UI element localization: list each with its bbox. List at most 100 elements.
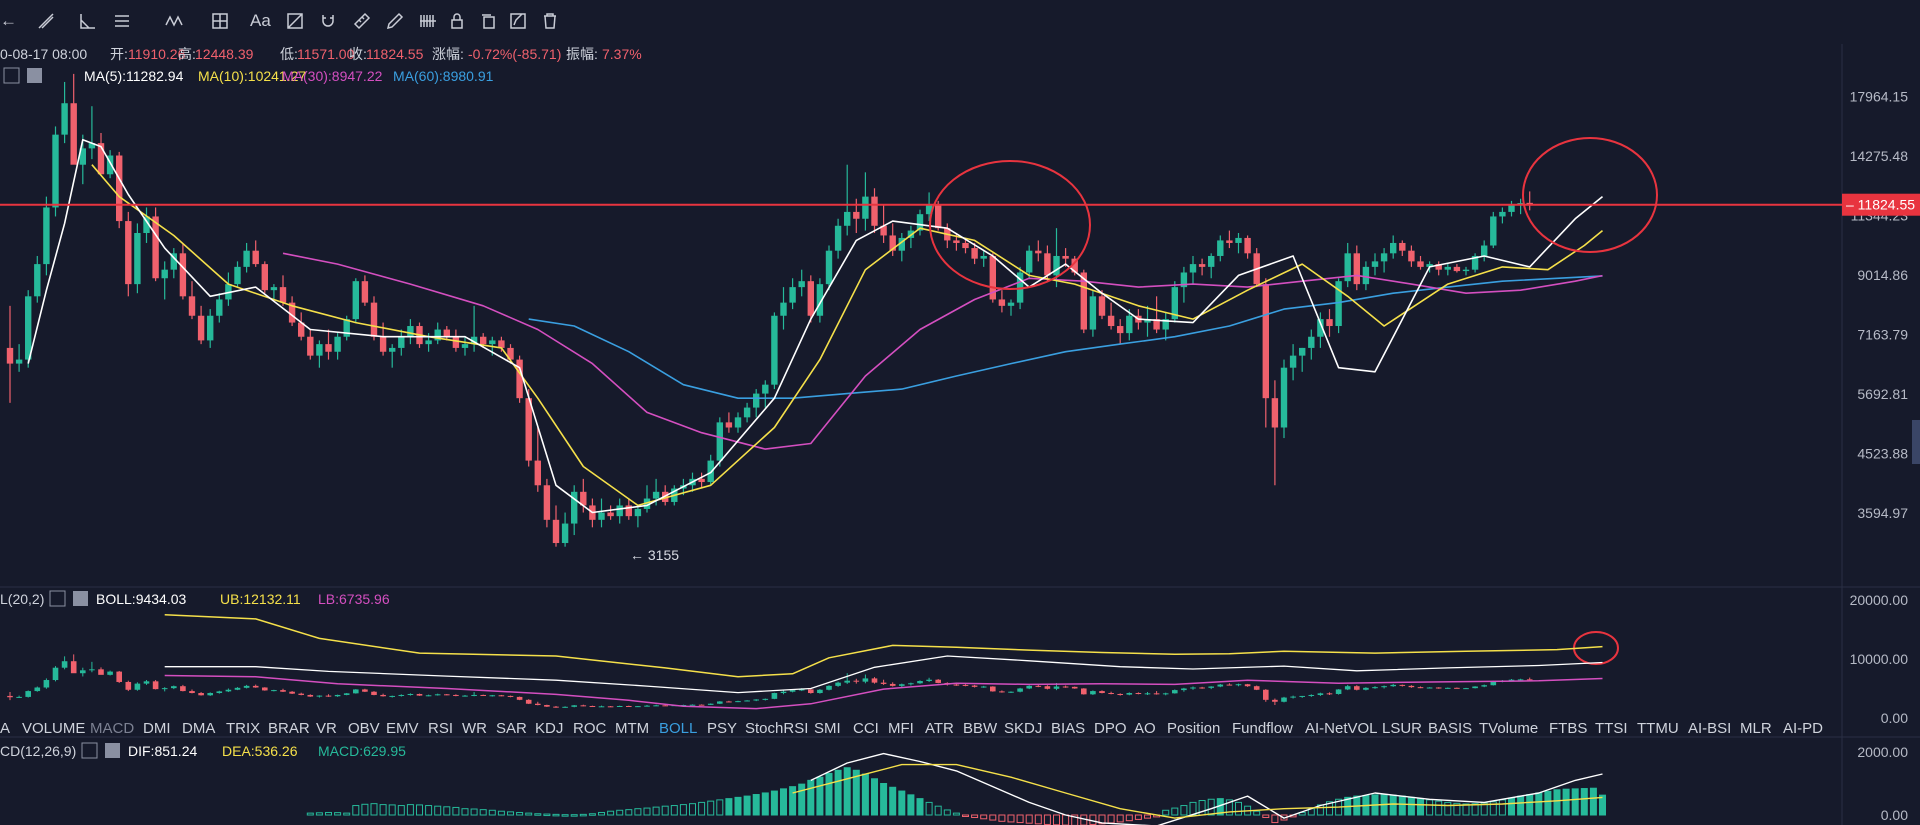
indicator-tab-vr[interactable]: VR — [316, 720, 337, 737]
indicator-tab-ai-netvol[interactable]: AI-NetVOL — [1305, 720, 1378, 737]
boll-candle-body — [1062, 686, 1069, 688]
edit-icon[interactable] — [508, 10, 528, 32]
indicator-tab-ftbs[interactable]: FTBS — [1549, 720, 1587, 737]
price-axis-label: 17964.15 — [1850, 88, 1909, 104]
macd-histogram-bar — [507, 811, 514, 816]
candle-body — [6, 347, 14, 364]
indicator-tab-ttmu[interactable]: TTMU — [1637, 720, 1679, 737]
candle-body — [461, 344, 469, 348]
candle-body — [580, 491, 587, 506]
indicator-tab-sar[interactable]: SAR — [496, 720, 527, 737]
indicator-tab-wr[interactable]: WR — [462, 720, 487, 737]
indicator-tab-trix[interactable]: TRIX — [226, 720, 260, 737]
candle-body — [225, 284, 232, 300]
text-tool-icon[interactable]: Aa — [250, 11, 271, 30]
candle-body — [1435, 264, 1442, 270]
indicator-tab-bias[interactable]: BIAS — [1051, 720, 1085, 737]
boll-candle-body — [999, 691, 1005, 693]
price-axis-label: 9014.86 — [1857, 267, 1908, 283]
cursor-icon[interactable]: ← — [0, 11, 17, 30]
boll-candle-body — [780, 691, 787, 694]
angle-tool-icon[interactable] — [78, 10, 98, 32]
boll-candle-body — [1217, 684, 1224, 687]
candle-body — [288, 302, 296, 323]
indicator-tab-mtm[interactable]: MTM — [615, 720, 649, 737]
indicator-tab-ai-pd[interactable]: AI-PD — [1783, 720, 1823, 737]
trend-line-icon[interactable] — [36, 10, 56, 32]
scroll-handle — [1912, 420, 1920, 464]
pattern-icon[interactable] — [285, 10, 305, 32]
indicator-tab-rsi[interactable]: RSI — [428, 720, 453, 737]
indicator-tab-dpo[interactable]: DPO — [1094, 720, 1127, 737]
ruler-icon[interactable] — [352, 10, 372, 32]
candle-body — [279, 287, 287, 303]
boll-candle-body — [644, 705, 650, 707]
macd-histogram-bar — [1053, 814, 1060, 825]
candle-body — [143, 216, 150, 234]
indicator-tab-volume[interactable]: VOLUME — [22, 720, 85, 737]
copy-icon[interactable] — [478, 10, 498, 32]
indicator-tab-a[interactable]: A — [0, 720, 10, 737]
candle-body — [1508, 205, 1515, 212]
indicator-tab-roc[interactable]: ROC — [573, 720, 607, 737]
candle-body — [379, 336, 387, 352]
macd-histogram-bar — [962, 814, 969, 817]
indicator-tab-ao[interactable]: AO — [1134, 720, 1156, 737]
ma5-legend: MA(5):11282.94 — [84, 68, 184, 84]
macd-histogram-bar — [1562, 788, 1570, 816]
indicator-tab-position[interactable]: Position — [1167, 720, 1220, 737]
boll-candle-body — [362, 689, 368, 692]
wave-icon[interactable] — [164, 10, 184, 32]
indicator-tab-macd[interactable]: MACD — [90, 720, 134, 737]
indicator-tab-mlr[interactable]: MLR — [1740, 720, 1772, 737]
indicator-tab-brar[interactable]: BRAR — [268, 720, 310, 737]
fib-lines-icon[interactable] — [112, 10, 132, 32]
indicator-tab-ttsi[interactable]: TTSI — [1595, 720, 1628, 737]
candle-body — [207, 315, 214, 341]
candle-body — [1071, 258, 1078, 273]
candle-body — [634, 508, 642, 517]
boll-candle-body — [216, 691, 223, 694]
indicator-tab-smi[interactable]: SMI — [814, 720, 841, 737]
indicator-tab-skdj[interactable]: SKDJ — [1004, 720, 1042, 737]
candle-body — [1208, 255, 1215, 267]
indicator-tab-bbw[interactable]: BBW — [963, 720, 998, 737]
boll-value: BOLL:9434.03 — [96, 591, 187, 607]
boll-candle-body — [762, 698, 769, 700]
indicator-tab-basis[interactable]: BASIS — [1428, 720, 1472, 737]
boll-legend-name: L(20,2) — [0, 591, 44, 607]
barcode-icon[interactable] — [418, 10, 438, 32]
indicator-tab-obv[interactable]: OBV — [348, 720, 380, 737]
trash-icon[interactable] — [540, 10, 560, 32]
macd-histogram-bar — [780, 788, 787, 816]
indicator-tab-fundflow[interactable]: Fundflow — [1232, 720, 1293, 737]
boll-candle-body — [1390, 684, 1396, 687]
indicator-tab-lsur[interactable]: LSUR — [1382, 720, 1422, 737]
magnet-icon[interactable] — [318, 10, 338, 32]
indicator-tab-emv[interactable]: EMV — [386, 720, 419, 737]
indicator-tab-dma[interactable]: DMA — [182, 720, 215, 737]
indicator-tab-dmi[interactable]: DMI — [143, 720, 171, 737]
boll-close-icon — [73, 591, 88, 606]
candle-body — [1089, 296, 1097, 330]
boll-candle-body — [1090, 691, 1096, 695]
indicator-tab-atr[interactable]: ATR — [925, 720, 954, 737]
indicator-tab-cci[interactable]: CCI — [853, 720, 879, 737]
indicator-tab-kdj[interactable]: KDJ — [535, 720, 563, 737]
indicator-tab-boll[interactable]: BOLL — [659, 720, 697, 737]
crosshair-frame-icon[interactable] — [210, 10, 230, 32]
brush-icon[interactable] — [385, 10, 405, 32]
indicator-tab-psy[interactable]: PSY — [707, 720, 737, 737]
macd-histogram-bar — [479, 809, 487, 816]
indicator-tab-tvolume[interactable]: TVolume — [1479, 720, 1538, 737]
macd-histogram-bar — [306, 812, 314, 816]
boll-candle-body — [453, 694, 459, 696]
indicator-tab-stochrsi[interactable]: StochRSI — [745, 720, 808, 737]
lock-icon[interactable] — [447, 10, 467, 32]
candle-body — [443, 329, 450, 337]
indicator-tab-ai-bsi[interactable]: AI-BSI — [1688, 720, 1731, 737]
macd-histogram-bar — [1225, 799, 1233, 816]
indicator-tab-mfi[interactable]: MFI — [888, 720, 914, 737]
macd-histogram-bar — [1116, 814, 1124, 823]
